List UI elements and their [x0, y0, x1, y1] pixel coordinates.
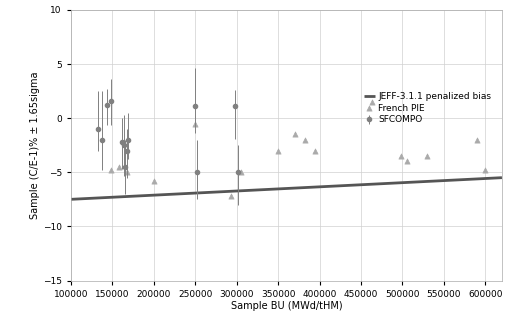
French PIE: [191, 121, 199, 126]
French PIE: [274, 148, 282, 153]
French PIE: [115, 164, 123, 170]
French PIE: [403, 159, 411, 164]
French PIE: [237, 170, 245, 175]
French PIE: [473, 137, 481, 143]
French PIE: [301, 137, 309, 143]
French PIE: [311, 148, 319, 153]
French PIE: [106, 167, 115, 173]
French PIE: [123, 170, 131, 175]
Y-axis label: Sample (C/E-1)% ± 1.65sigma: Sample (C/E-1)% ± 1.65sigma: [30, 72, 40, 219]
French PIE: [227, 193, 235, 199]
French PIE: [150, 178, 158, 183]
French PIE: [397, 153, 405, 159]
French PIE: [291, 132, 299, 137]
French PIE: [368, 99, 376, 105]
French PIE: [481, 167, 489, 173]
Legend: JEFF-3.1.1 penalized bias, French PIE, SFCOMPO: JEFF-3.1.1 penalized bias, French PIE, S…: [362, 90, 493, 126]
X-axis label: Sample BU (MWd/tHM): Sample BU (MWd/tHM): [231, 301, 342, 311]
French PIE: [423, 153, 431, 159]
